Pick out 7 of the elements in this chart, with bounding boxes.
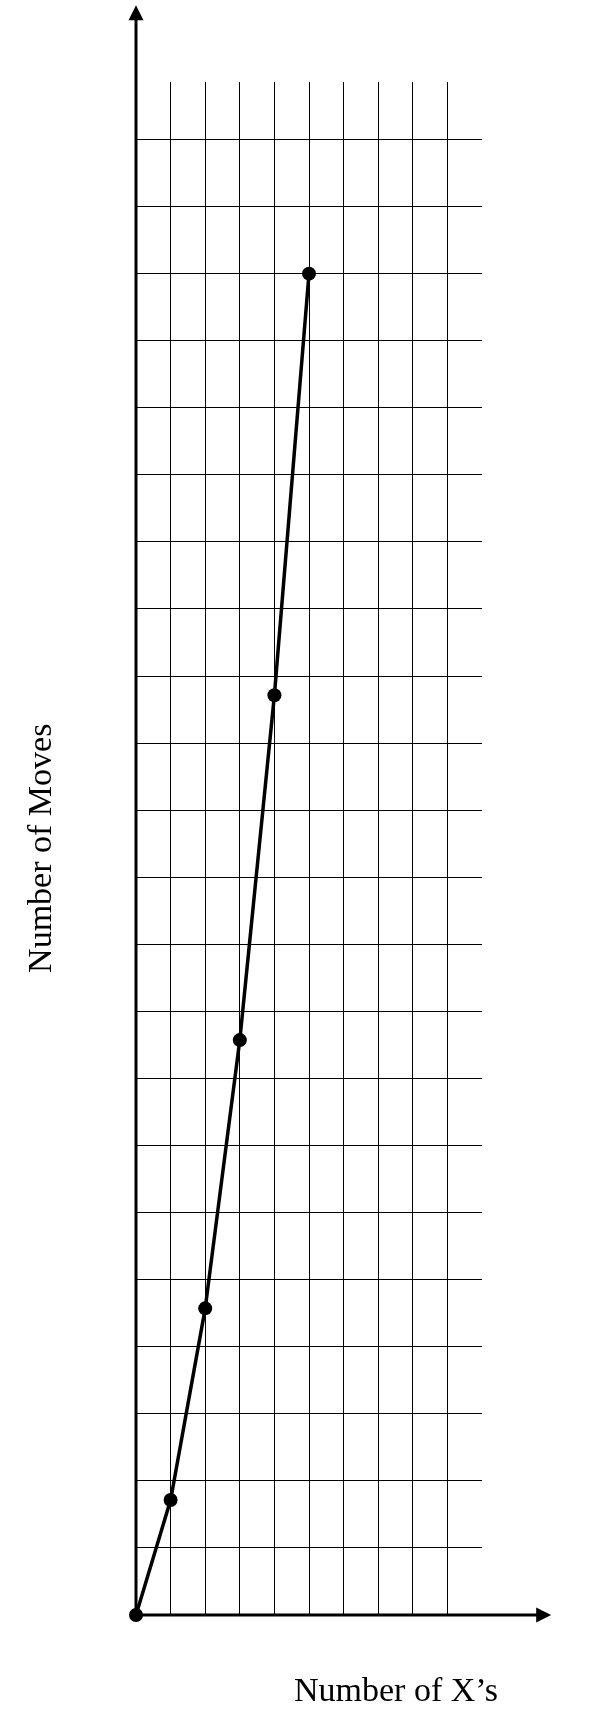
point xyxy=(302,266,316,281)
point xyxy=(232,1033,247,1048)
point xyxy=(267,688,282,703)
y-axis-title: Number of Moves xyxy=(20,723,58,973)
x-axis-title: Number of X’s xyxy=(294,1671,498,1708)
point xyxy=(163,1493,178,1508)
point xyxy=(198,1301,213,1316)
